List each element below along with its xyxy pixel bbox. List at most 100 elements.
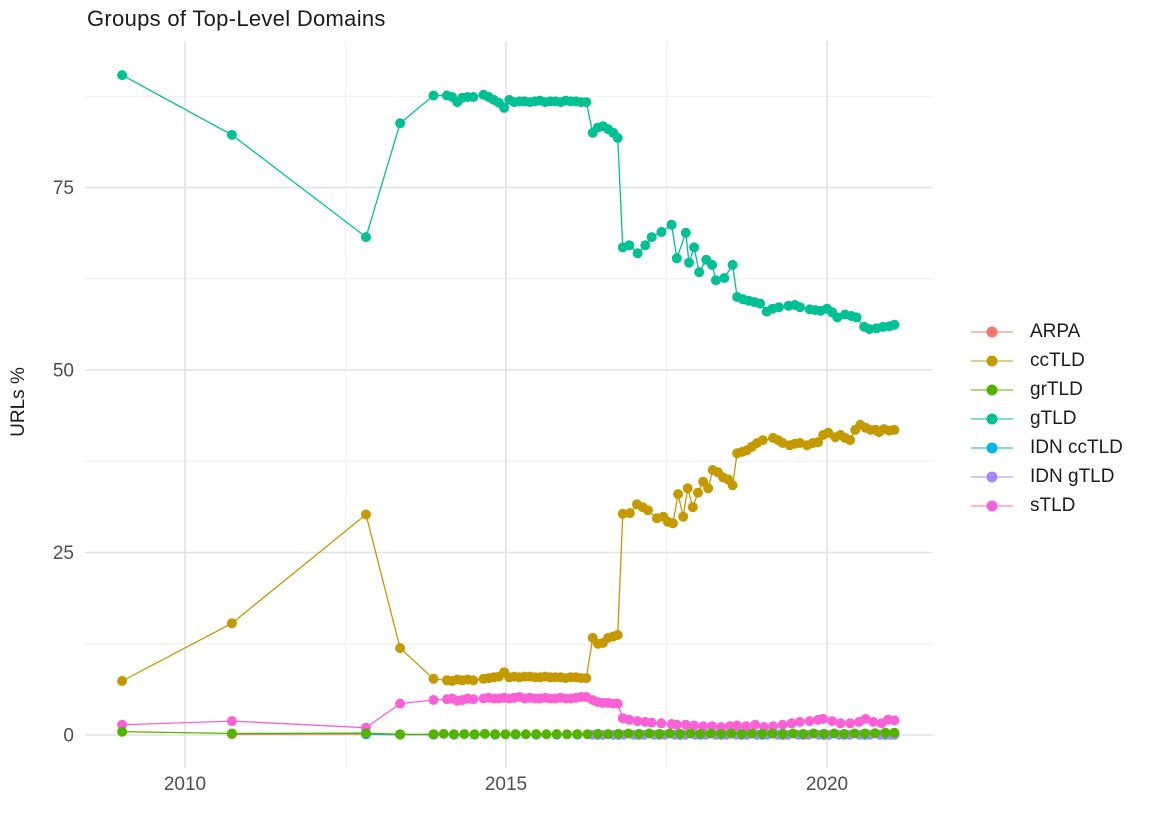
- legend-key-icon: [971, 500, 1013, 511]
- data-point: [468, 675, 479, 686]
- data-point: [694, 267, 705, 278]
- legend-label: IDN gTLD: [1030, 465, 1115, 487]
- legend: ARPA ccTLD grTLD gTLD IDN ccTLD IDN gTLD sTLD: [969, 317, 1123, 520]
- data-point: [757, 435, 768, 446]
- data-point: [849, 728, 860, 739]
- data-point: [746, 728, 757, 739]
- data-point: [798, 728, 809, 739]
- data-point: [656, 227, 667, 237]
- data-point: [818, 713, 829, 724]
- data-point: [859, 728, 870, 739]
- data-point: [632, 716, 643, 727]
- y-axis-title: URLs %: [8, 367, 29, 437]
- data-point: [889, 319, 900, 330]
- data-point: [395, 698, 406, 709]
- data-point: [468, 694, 479, 705]
- data-point: [646, 232, 657, 243]
- data-point: [361, 509, 371, 520]
- data-point: [581, 673, 592, 684]
- data-point: [226, 716, 237, 727]
- data-point: [693, 487, 703, 498]
- data-point: [685, 728, 696, 739]
- data-point: [678, 511, 689, 522]
- data-point: [395, 118, 406, 129]
- data-point: [777, 719, 788, 730]
- data-point: [633, 728, 644, 739]
- data-point: [707, 259, 718, 270]
- data-point: [682, 483, 693, 494]
- data-point: [395, 729, 406, 740]
- data-point: [117, 676, 128, 686]
- data-point: [767, 728, 778, 739]
- data-point: [428, 90, 439, 101]
- data-point: [531, 729, 542, 740]
- data-point: [889, 727, 900, 738]
- data-point: [640, 240, 651, 251]
- data-point: [832, 312, 843, 323]
- data-point: [716, 728, 727, 739]
- data-point: [644, 728, 655, 739]
- data-point: [226, 618, 237, 629]
- data-point: [592, 728, 603, 739]
- data-point: [654, 728, 665, 739]
- data-point: [572, 729, 583, 740]
- data-point: [438, 728, 449, 739]
- data-point: [750, 719, 761, 730]
- data-point: [226, 129, 237, 140]
- data-point: [551, 729, 562, 740]
- data-point: [880, 727, 891, 738]
- data-point: [500, 729, 511, 740]
- data-point: [795, 302, 805, 313]
- y-tick-label: 25: [53, 543, 74, 564]
- data-point: [680, 227, 691, 238]
- data-point: [449, 729, 459, 740]
- x-tick-label: 2015: [485, 774, 527, 795]
- series-gtld: [117, 70, 900, 335]
- data-point: [624, 508, 635, 519]
- data-point: [827, 716, 838, 727]
- data-point: [581, 97, 592, 108]
- data-point: [839, 728, 850, 739]
- data-point: [845, 718, 856, 729]
- series-stld: [117, 692, 900, 733]
- legend-item-idn-gtld: IDN gTLD: [969, 462, 1123, 491]
- y-tick-label: 0: [63, 726, 74, 747]
- y-tick-label: 50: [53, 361, 74, 382]
- data-point: [818, 728, 829, 739]
- data-point: [675, 728, 685, 739]
- data-point: [687, 502, 698, 513]
- data-point: [479, 728, 490, 739]
- legend-label: ccTLD: [1030, 349, 1085, 371]
- data-point: [777, 728, 788, 739]
- data-point: [632, 248, 643, 259]
- data-point: [646, 717, 657, 728]
- data-point: [755, 298, 766, 309]
- data-point: [612, 630, 623, 640]
- data-point: [361, 232, 371, 243]
- data-point: [666, 219, 677, 230]
- data-point: [667, 518, 678, 529]
- series-cctld: [117, 419, 900, 686]
- data-point: [695, 728, 706, 739]
- legend-item-gtld: gTLD: [969, 404, 1123, 433]
- data-point: [835, 718, 846, 729]
- data-point: [703, 483, 714, 494]
- data-point: [889, 424, 900, 435]
- data-point: [226, 728, 237, 739]
- data-point: [671, 719, 682, 730]
- data-point: [804, 716, 815, 727]
- data-point: [684, 257, 694, 268]
- data-point: [490, 729, 501, 740]
- data-point: [868, 716, 879, 727]
- data-point: [813, 437, 823, 448]
- data-point: [117, 70, 128, 81]
- data-point: [736, 728, 747, 739]
- data-point: [541, 729, 552, 740]
- data-point: [705, 728, 716, 739]
- data-point: [623, 728, 634, 739]
- legend-key-icon: [971, 384, 1013, 395]
- data-point: [117, 719, 128, 730]
- legend-key-icon: [971, 326, 1013, 337]
- data-point: [860, 713, 871, 724]
